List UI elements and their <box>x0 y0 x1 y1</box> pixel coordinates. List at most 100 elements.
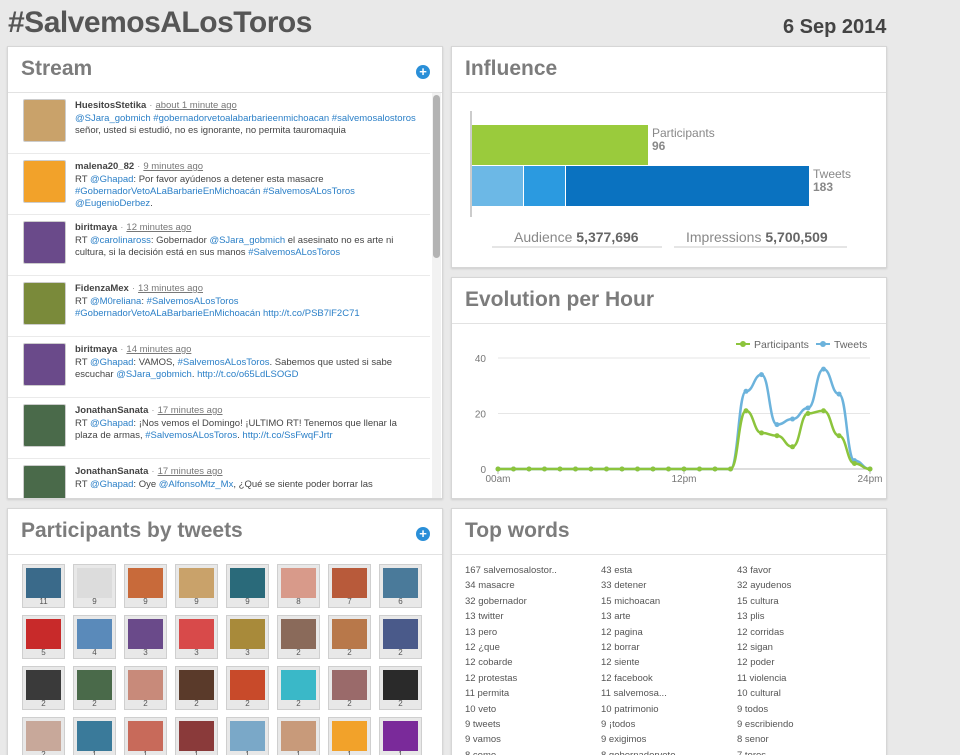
avatar[interactable] <box>23 282 66 325</box>
top-word-item[interactable]: 8 como <box>465 750 496 755</box>
top-word-item[interactable]: 9 escribiendo <box>737 719 794 730</box>
top-word-item[interactable]: 34 masacre <box>465 580 515 592</box>
tweet-link[interactable]: @Ghapad <box>89 479 134 490</box>
top-word-item[interactable]: 11 permita <box>465 688 510 700</box>
tweet-item[interactable]: HuesitosStetika · about 1 minute ago @SJara… <box>8 93 430 154</box>
tweet-item[interactable]: biritmaya · 12 minutes ago RT @carolinaross… <box>8 215 430 276</box>
top-word-item[interactable]: 7 toros <box>737 750 766 755</box>
tweet-item[interactable]: JonathanSanata · 17 minutes ago RT @Ghapad:… <box>8 459 430 498</box>
top-word-item[interactable]: 12 corridas <box>737 626 784 638</box>
participant-thumb[interactable]: 3 <box>124 615 167 659</box>
tweet-timestamp[interactable]: 12 minutes ago <box>126 222 192 233</box>
participant-thumb[interactable]: 11 <box>22 564 65 608</box>
top-word-item[interactable]: 10 cultural <box>737 688 781 700</box>
tweet-username[interactable]: JonathanSanata <box>75 466 149 477</box>
tweet-link[interactable]: #SalvemosALosToros <box>177 357 270 368</box>
avatar[interactable] <box>23 160 66 203</box>
participant-thumb[interactable]: 1 <box>277 717 320 755</box>
participant-thumb[interactable]: 2 <box>73 666 116 710</box>
tweet-username[interactable]: FidenzaMex <box>75 283 129 294</box>
tweet-link[interactable]: @M0reliana <box>89 296 142 307</box>
participant-thumb[interactable]: 3 <box>226 615 269 659</box>
top-word-item[interactable]: 11 violencia <box>737 672 787 684</box>
top-word-item[interactable]: 43 favor <box>737 565 772 576</box>
tweet-username[interactable]: malena20_82 <box>75 161 135 172</box>
participant-thumb[interactable]: 1 <box>73 717 116 755</box>
tweet-username[interactable]: biritmaya <box>75 344 118 355</box>
tweet-link[interactable]: #GobernadorVetoALaBarbarieEnMichoacán #S… <box>75 186 355 209</box>
tweet-timestamp[interactable]: 17 minutes ago <box>157 466 223 477</box>
tweet-link[interactable]: #SalvemosALosToros <box>248 247 341 258</box>
participant-thumb[interactable]: 2 <box>175 666 218 710</box>
top-word-item[interactable]: 11 salvemosa... <box>601 688 667 700</box>
avatar[interactable] <box>23 221 66 264</box>
participant-thumb[interactable]: 1 <box>379 717 422 755</box>
participant-thumb[interactable]: 1 <box>328 717 371 755</box>
participant-thumb[interactable]: 2 <box>22 717 65 755</box>
tweet-link[interactable]: @SJara_gobmich #gobernadorvetoalabarbari… <box>75 113 416 124</box>
tweet-link[interactable]: @Ghapad <box>89 357 134 368</box>
top-word-item[interactable]: 8 senor <box>737 734 769 746</box>
top-word-item[interactable]: 12 ¿que <box>465 642 500 653</box>
participant-thumb[interactable]: 7 <box>328 564 371 608</box>
top-word-item[interactable]: 12 siente <box>601 657 640 669</box>
participants-add-icon[interactable]: + <box>416 527 430 541</box>
top-word-item[interactable]: 43 esta <box>601 565 633 576</box>
top-word-item[interactable]: 12 cobarde <box>465 657 513 669</box>
stream-scroll-thumb[interactable] <box>433 95 440 258</box>
top-word-item[interactable]: 12 facebook <box>601 672 653 684</box>
tweet-timestamp[interactable]: 9 minutes ago <box>143 161 204 172</box>
top-word-item[interactable]: 33 detener <box>601 580 647 592</box>
tweet-link[interactable]: @Ghapad <box>89 174 134 185</box>
top-word-item[interactable]: 13 pero <box>465 626 498 638</box>
participant-thumb[interactable]: 2 <box>124 666 167 710</box>
tweet-timestamp[interactable]: about 1 minute ago <box>155 100 237 111</box>
top-word-item[interactable]: 10 veto <box>465 703 497 715</box>
top-word-item[interactable]: 32 ayudenos <box>737 580 792 592</box>
tweet-username[interactable]: HuesitosStetika <box>75 100 147 111</box>
avatar[interactable] <box>23 99 66 142</box>
avatar[interactable] <box>23 465 66 498</box>
participant-thumb[interactable]: 2 <box>379 666 422 710</box>
participant-thumb[interactable]: 3 <box>175 615 218 659</box>
participant-thumb[interactable]: 4 <box>73 615 116 659</box>
tweet-link[interactable]: @Ghapad <box>89 418 134 429</box>
stream-scrollbar[interactable] <box>432 93 441 498</box>
tweet-link[interactable]: @SJara_gobmich <box>116 369 192 380</box>
participant-thumb[interactable]: 2 <box>379 615 422 659</box>
top-word-item[interactable]: 12 borrar <box>601 642 640 653</box>
avatar[interactable] <box>23 404 66 447</box>
participant-thumb[interactable]: 1 <box>124 717 167 755</box>
tweet-item[interactable]: biritmaya · 14 minutes ago RT @Ghapad: VAMO… <box>8 337 430 398</box>
participant-thumb[interactable]: 6 <box>379 564 422 608</box>
tweet-timestamp[interactable]: 17 minutes ago <box>157 405 223 416</box>
top-word-item[interactable]: 12 pagina <box>601 626 643 638</box>
tweet-timestamp[interactable]: 14 minutes ago <box>126 344 192 355</box>
tweet-username[interactable]: JonathanSanata <box>75 405 149 416</box>
top-word-item[interactable]: 13 plis <box>737 611 765 623</box>
tweet-timestamp[interactable]: 13 minutes ago <box>138 283 203 294</box>
participant-thumb[interactable]: 8 <box>277 564 320 608</box>
top-word-item[interactable]: 15 michoacan <box>601 595 661 607</box>
top-word-item[interactable]: 8 gobernadorveto <box>601 750 675 755</box>
tweet-item[interactable]: FidenzaMex · 13 minutes ago RT @M0reliana: … <box>8 276 430 337</box>
tweet-username[interactable]: biritmaya <box>75 222 118 233</box>
participant-thumb[interactable]: 5 <box>22 615 65 659</box>
tweet-link[interactable]: @SJara_gobmich <box>209 235 286 246</box>
top-word-item[interactable]: 9 vamos <box>465 734 501 746</box>
tweet-link[interactable]: http://t.co/o65LdLSOGD <box>197 369 299 380</box>
tweet-link[interactable]: @carolinaross <box>89 235 151 246</box>
top-word-item[interactable]: 15 cultura <box>737 595 779 607</box>
participant-thumb[interactable]: 9 <box>226 564 269 608</box>
participant-thumb[interactable]: 9 <box>124 564 167 608</box>
top-word-item[interactable]: 13 arte <box>601 611 631 623</box>
participant-thumb[interactable]: 2 <box>328 666 371 710</box>
tweet-item[interactable]: malena20_82 · 9 minutes ago RT @Ghapad: Por… <box>8 154 430 215</box>
avatar[interactable] <box>23 343 66 386</box>
top-word-item[interactable]: 9 tweets <box>465 719 501 730</box>
participant-thumb[interactable]: 1 <box>226 717 269 755</box>
tweet-link[interactable]: #SalvemosALosToros <box>145 430 238 441</box>
top-word-item[interactable]: 9 exigimos <box>601 734 647 746</box>
tweet-link[interactable]: @AlfonsoMtz_Mx <box>158 479 234 490</box>
top-word-item[interactable]: 9 todos <box>737 703 769 715</box>
